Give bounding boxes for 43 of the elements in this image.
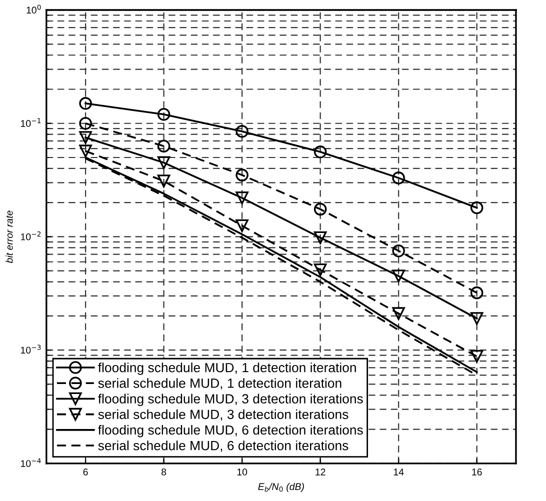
point <box>314 146 327 158</box>
x-tick-label: 10 <box>237 468 248 476</box>
point <box>314 231 327 244</box>
point <box>470 350 484 363</box>
y-axis-title: bit error rate <box>6 210 13 264</box>
legend-label: flooding schedule MUD, 3 detection iterations <box>98 394 363 406</box>
point <box>79 116 92 130</box>
point <box>79 144 92 158</box>
point <box>470 286 484 300</box>
point <box>157 140 170 153</box>
x-tick-label: 8 <box>162 468 166 476</box>
point <box>392 270 405 282</box>
point <box>314 263 327 276</box>
point <box>157 174 170 188</box>
x-tick-label: 16 <box>472 468 482 476</box>
point <box>392 244 405 258</box>
point <box>236 219 248 232</box>
y-tick-label: 10$^{−4}$ <box>21 458 41 467</box>
legend-label: serial schedule MUD, 3 detection iterations <box>98 409 348 421</box>
point <box>79 97 92 110</box>
legend-label: flooding schedule MUD, 6 detection iterations <box>98 424 363 438</box>
point <box>236 192 248 204</box>
point <box>157 156 170 170</box>
x-tick-label: 6 <box>83 468 88 476</box>
x-tick-label: 12 <box>316 468 326 476</box>
legend-label: serial schedule MUD, 6 detection iterations <box>98 440 348 452</box>
x-axis-title: E$_{b}$/N$_{0}$ (dB) <box>258 482 304 492</box>
y-tick-label: 10$^{0}$ <box>26 4 41 14</box>
point <box>470 312 484 325</box>
y-tick-label: 10$^{−2}$ <box>21 231 41 240</box>
point <box>79 131 92 144</box>
point <box>236 168 248 182</box>
y-tick-label: 10$^{−3}$ <box>21 344 41 354</box>
point <box>236 124 248 138</box>
point <box>392 307 405 320</box>
legend-label: serial schedule MUD, 1 detection iteration <box>98 378 342 390</box>
point <box>314 202 327 216</box>
point <box>392 172 405 184</box>
point <box>470 201 484 214</box>
y-tick-label: 10$^{−1}$ <box>21 118 41 127</box>
legend-label: flooding schedule MUD, 1 detection iteration <box>98 362 356 375</box>
x-tick-label: 14 <box>394 468 404 476</box>
point <box>157 108 170 121</box>
